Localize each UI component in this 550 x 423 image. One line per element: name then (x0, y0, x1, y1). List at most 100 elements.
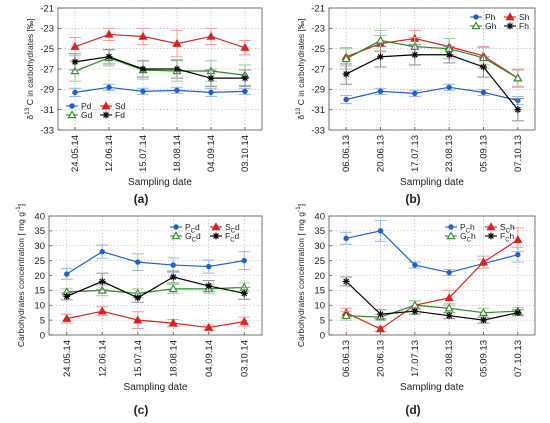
data-point (513, 73, 523, 82)
caption-c: (c) (134, 403, 149, 417)
data-point (480, 63, 487, 71)
legend: Ph Sh Gh Fh (470, 12, 530, 31)
y-tick-label: -29 (311, 85, 325, 96)
data-point (240, 42, 250, 51)
x-axis-label: Sampling date (128, 177, 192, 188)
x-tick-label: 04.09.14 (204, 340, 215, 377)
y-tick-label: -33 (311, 125, 325, 136)
x-tick-label: 20.06.13 (376, 340, 387, 377)
legend-label: Ph (485, 12, 496, 22)
x-tick-label: 12.06.14 (97, 340, 108, 377)
data-point (342, 70, 350, 78)
legend-label: Gh (485, 21, 497, 31)
data-point (377, 88, 384, 95)
data-point (172, 38, 182, 47)
series-Sd (69, 27, 251, 58)
series-line (66, 251, 245, 275)
y-axis-label: Carbohydrates concentration [ mg g-1] (295, 204, 306, 347)
series-line (345, 281, 518, 321)
caption-d: (d) (405, 403, 420, 417)
legend-label: SCd (225, 222, 240, 235)
series-line (74, 86, 246, 93)
y-tick-label: -31 (40, 105, 54, 116)
series-Sh (340, 29, 524, 87)
y-tick-label: 5 (40, 315, 45, 326)
x-tick-label: 18.08.14 (168, 340, 179, 377)
series-line (345, 54, 519, 111)
data-point (97, 306, 107, 315)
x-tick-label: 20.06.13 (376, 135, 387, 172)
legend-marker (448, 224, 454, 230)
data-point (208, 89, 214, 96)
y-tick-label: 25 (314, 256, 325, 267)
data-point (64, 271, 70, 277)
legend-label: Gd (81, 110, 93, 120)
x-tick-label: 03.10.14 (239, 340, 250, 377)
data-point (514, 309, 522, 317)
legend-label: Sd (115, 101, 126, 111)
x-tick-label: 18.08.14 (172, 135, 183, 172)
data-point (242, 88, 248, 95)
panel-b: (b) -33 -31 -29 -27 -25 -23 -21 06.06.13 20.06.1… (295, 3, 536, 206)
y-tick-label: -21 (311, 3, 325, 14)
data-point (169, 273, 177, 281)
data-point (99, 249, 105, 255)
data-point (343, 235, 349, 242)
data-point (70, 66, 80, 75)
data-point (411, 307, 419, 315)
data-point (71, 58, 79, 66)
data-point (444, 303, 454, 312)
data-point (341, 54, 351, 63)
y-tick-label: 20 (314, 271, 325, 282)
y-tick-label: 15 (34, 286, 45, 297)
y-tick-label: -23 (311, 24, 325, 35)
x-tick-label: 05.09.13 (479, 135, 490, 172)
x-tick-label: 03.10.14 (240, 135, 251, 172)
legend-label: SCh (500, 222, 515, 235)
data-point (205, 282, 213, 290)
data-point (133, 315, 143, 324)
data-point (98, 278, 106, 285)
y-tick-label: 10 (34, 301, 45, 312)
data-point (206, 31, 216, 40)
y-tick-label: -27 (40, 64, 54, 75)
data-point (139, 65, 147, 73)
data-point (173, 65, 181, 73)
data-point (63, 292, 71, 300)
data-point (104, 29, 114, 38)
data-point (480, 89, 487, 96)
data-point (170, 262, 176, 268)
series-Ph (340, 219, 524, 276)
data-point (446, 269, 452, 276)
legend-label: Fd (115, 110, 125, 120)
legend-marker (171, 231, 181, 240)
y-tick-label: -25 (311, 44, 325, 55)
data-point (514, 106, 522, 114)
y-axis-label: δ13 C in carbohydrates [‰] (295, 18, 306, 119)
data-point (342, 278, 350, 285)
legend-marker (212, 232, 220, 240)
series-Fd (60, 270, 251, 303)
y-tick-label: -31 (311, 105, 325, 116)
data-point (446, 84, 452, 91)
series-line (66, 286, 245, 294)
x-tick-label: 06.06.13 (341, 340, 352, 377)
legend-label: FCh (500, 231, 515, 244)
y-tick-label: 30 (314, 241, 325, 252)
legend-marker (446, 231, 456, 240)
y-axis-label: Carbohydrates concentration [ mg g-1] (15, 204, 26, 347)
series-line (66, 310, 245, 329)
data-point (480, 316, 487, 324)
data-point (513, 235, 523, 244)
y-tick-label: 20 (34, 271, 45, 282)
legend-marker (506, 22, 514, 30)
legend-label: Pd (81, 101, 92, 111)
data-point (168, 318, 178, 327)
y-tick-label: 25 (34, 256, 45, 267)
data-point (377, 310, 384, 318)
data-point (445, 51, 453, 59)
panel-c: (c) 0 5 10 15 20 25 30 35 40 24.05.14 12.06.14 15.0… (15, 204, 263, 417)
series-Ph (340, 83, 524, 106)
data-point (241, 257, 247, 264)
data-point (241, 74, 249, 82)
